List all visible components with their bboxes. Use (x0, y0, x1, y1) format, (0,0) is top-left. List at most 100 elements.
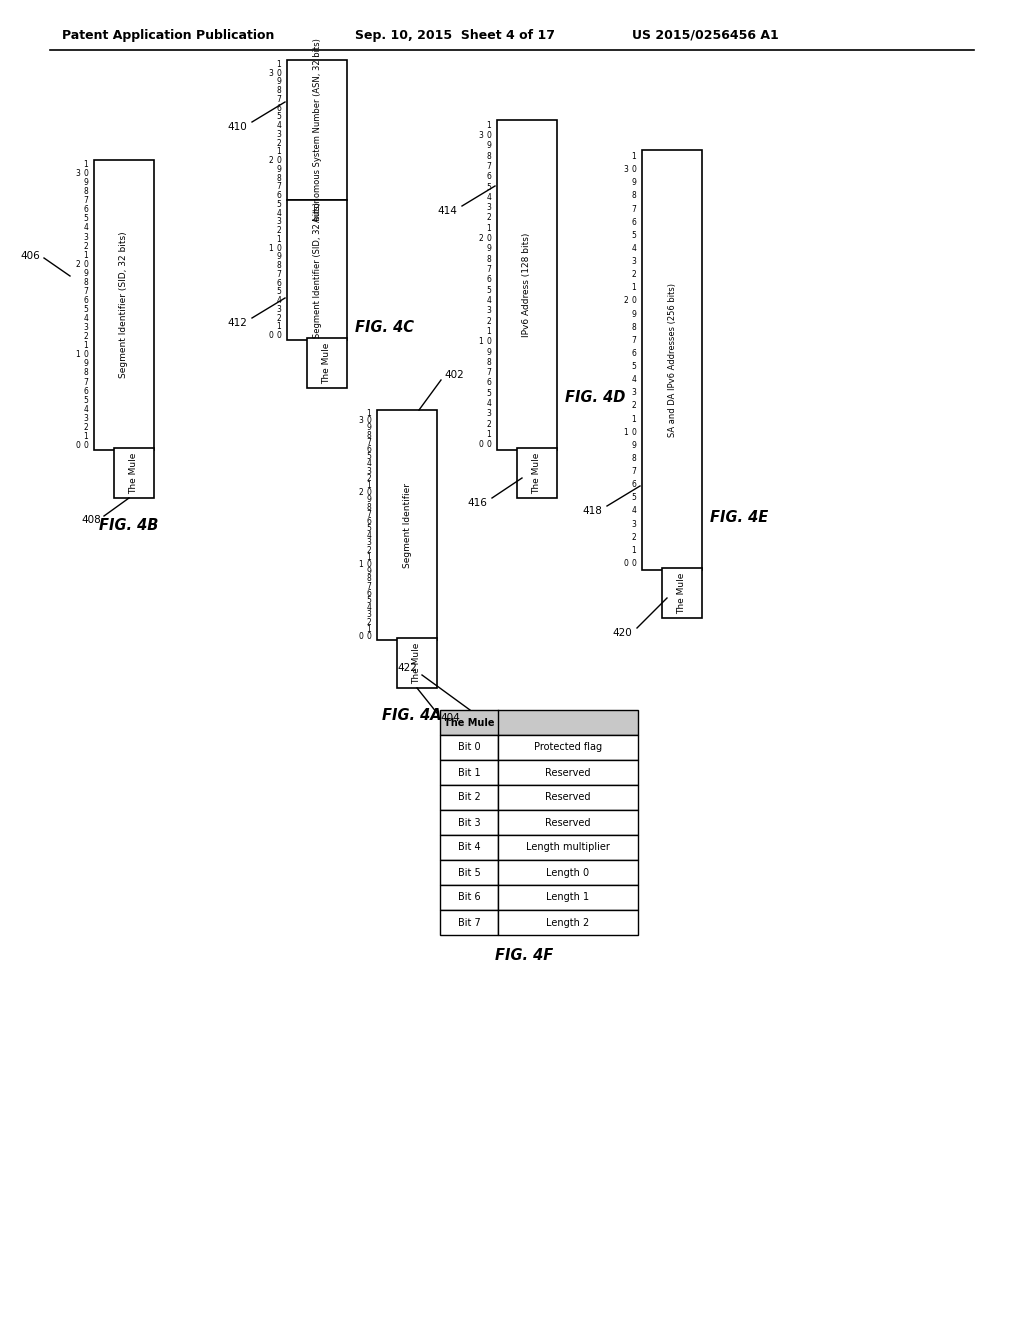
Text: 2: 2 (276, 226, 282, 235)
Text: 8: 8 (367, 574, 372, 583)
Text: 1: 1 (486, 327, 492, 335)
Text: 0: 0 (486, 337, 492, 346)
Text: 3: 3 (367, 466, 372, 475)
Text: 0: 0 (268, 331, 273, 341)
Text: 1: 1 (367, 409, 372, 418)
Text: 5: 5 (632, 494, 637, 503)
Text: 8: 8 (84, 277, 88, 286)
Text: 0: 0 (76, 441, 81, 450)
Text: 2: 2 (276, 314, 282, 322)
Text: 0: 0 (358, 632, 364, 642)
Text: 9: 9 (84, 269, 88, 277)
Text: 5: 5 (367, 595, 372, 605)
Text: 6: 6 (276, 104, 282, 112)
Text: 408: 408 (81, 515, 101, 525)
Text: 4: 4 (276, 209, 282, 218)
Bar (497, 120, 557, 450)
Text: 4: 4 (276, 121, 282, 131)
Bar (287, 201, 347, 341)
Bar (397, 638, 437, 688)
Bar (498, 760, 638, 785)
Bar (440, 735, 498, 760)
Text: 7: 7 (486, 162, 492, 170)
Text: FIG. 4D: FIG. 4D (565, 391, 626, 405)
Text: 9: 9 (367, 424, 372, 433)
Text: 0: 0 (276, 244, 282, 252)
Text: 4: 4 (367, 531, 372, 540)
Bar (517, 447, 557, 498)
Text: 6: 6 (486, 276, 492, 284)
Text: 8: 8 (84, 368, 88, 378)
Text: 1: 1 (632, 414, 636, 424)
Text: 9: 9 (84, 178, 88, 187)
Text: The Mule: The Mule (323, 342, 332, 384)
Text: 0: 0 (84, 350, 88, 359)
Text: 7: 7 (486, 265, 492, 275)
Text: 406: 406 (20, 251, 40, 261)
Bar (440, 909, 498, 935)
Text: Length 1: Length 1 (547, 892, 590, 903)
Text: 5: 5 (486, 389, 492, 397)
Bar (440, 836, 498, 861)
Text: FIG. 4E: FIG. 4E (710, 511, 768, 525)
Text: 1: 1 (268, 244, 273, 252)
Text: 6: 6 (276, 191, 282, 201)
Text: 0: 0 (367, 560, 372, 569)
Text: 6: 6 (367, 517, 372, 525)
Text: 3: 3 (268, 69, 273, 78)
Text: 1: 1 (276, 148, 282, 156)
Text: 8: 8 (486, 255, 492, 264)
Bar (440, 710, 638, 735)
Text: 1: 1 (367, 553, 372, 562)
Text: 9: 9 (486, 347, 492, 356)
Text: 0: 0 (276, 69, 282, 78)
Text: 5: 5 (632, 362, 637, 371)
Text: 1: 1 (486, 120, 492, 129)
Text: 5: 5 (367, 524, 372, 533)
Text: 1: 1 (276, 322, 282, 331)
Text: 2: 2 (367, 474, 372, 483)
Text: 0: 0 (276, 331, 282, 341)
Text: 5: 5 (486, 285, 492, 294)
Text: 7: 7 (84, 197, 88, 206)
Text: 7: 7 (367, 438, 372, 447)
Text: Protected flag: Protected flag (534, 742, 602, 752)
Text: 4: 4 (486, 193, 492, 202)
Bar (114, 447, 154, 498)
Text: 9: 9 (367, 568, 372, 577)
Text: 4: 4 (367, 459, 372, 469)
Text: Bit 6: Bit 6 (458, 892, 480, 903)
Text: 1: 1 (358, 560, 364, 569)
Text: 8: 8 (367, 430, 372, 440)
Text: 0: 0 (84, 441, 88, 450)
Text: 3: 3 (76, 169, 81, 178)
Text: 412: 412 (227, 318, 247, 327)
Bar (498, 909, 638, 935)
Text: 0: 0 (632, 165, 637, 174)
Text: 3: 3 (632, 388, 637, 397)
Text: 410: 410 (227, 121, 247, 132)
Bar (498, 735, 638, 760)
Text: 2: 2 (632, 401, 636, 411)
Text: 1: 1 (84, 432, 88, 441)
Text: 5: 5 (367, 453, 372, 461)
Text: The Mule: The Mule (443, 718, 495, 727)
Bar (377, 411, 437, 640)
Text: 1: 1 (632, 545, 636, 554)
Text: 5: 5 (84, 305, 88, 314)
Text: 6: 6 (486, 379, 492, 388)
Text: FIG. 4B: FIG. 4B (99, 519, 159, 533)
Text: 8: 8 (367, 503, 372, 512)
Text: 6: 6 (632, 348, 637, 358)
Text: 3: 3 (486, 409, 492, 418)
Bar (498, 861, 638, 884)
Text: The Mule: The Mule (129, 453, 138, 494)
Text: 422: 422 (397, 663, 417, 673)
Text: 1: 1 (276, 59, 282, 69)
Text: 0: 0 (632, 297, 637, 305)
Text: 1: 1 (84, 160, 88, 169)
Text: 420: 420 (612, 628, 632, 638)
Bar (440, 760, 498, 785)
Text: 9: 9 (84, 359, 88, 368)
Text: 5: 5 (84, 396, 88, 405)
